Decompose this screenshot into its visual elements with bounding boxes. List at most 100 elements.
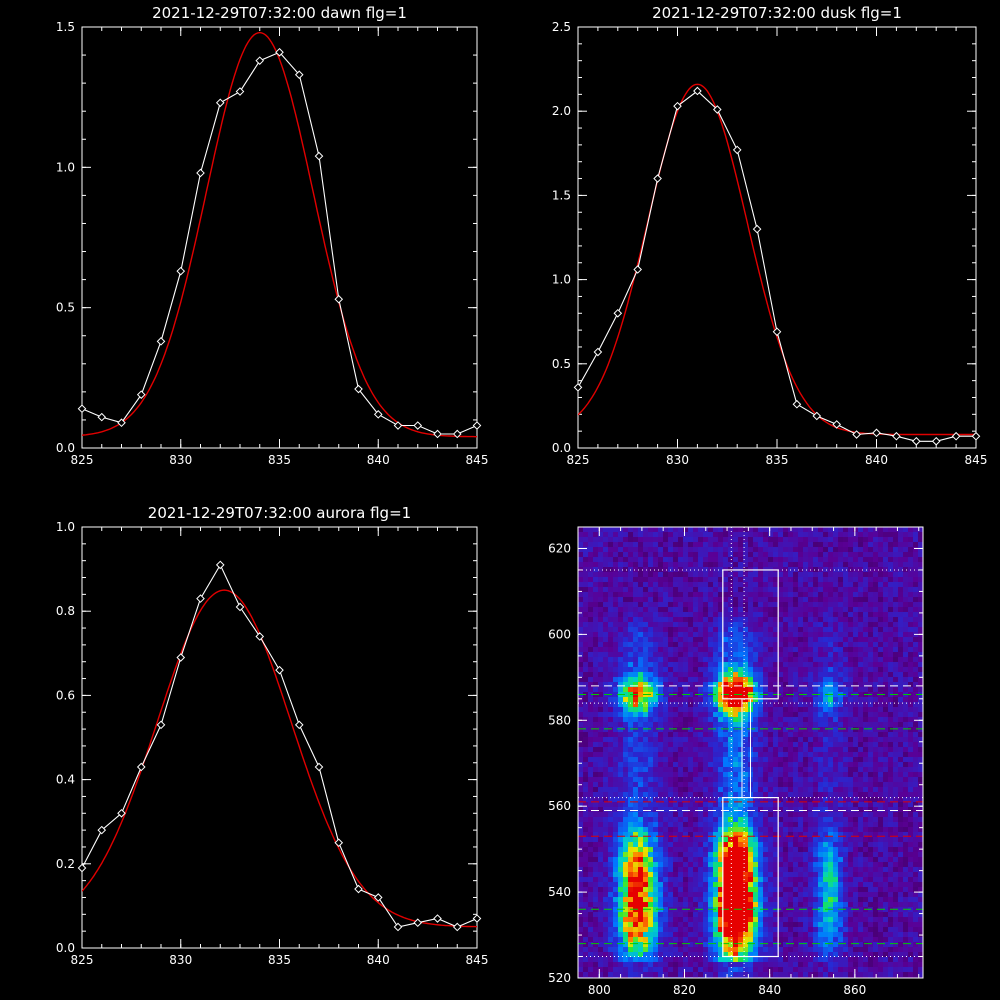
heatmap-cell [703, 722, 708, 727]
heatmap-cell [913, 547, 918, 552]
heatmap-cell [823, 657, 828, 662]
heatmap-cell [858, 732, 863, 737]
heatmap-cell [738, 827, 743, 832]
heatmap-cell [738, 552, 743, 557]
heatmap-cell [753, 662, 758, 667]
heatmap-cell [763, 547, 768, 552]
heatmap-cell [718, 552, 723, 557]
heatmap-cell [768, 537, 773, 542]
heatmap-cell [853, 782, 858, 787]
heatmap-cell [598, 682, 603, 687]
heatmap-cell [623, 622, 628, 627]
heatmap-cell [783, 802, 788, 807]
heatmap-cell [578, 712, 583, 717]
heatmap-cell [873, 797, 878, 802]
heatmap-cell [698, 677, 703, 682]
heatmap-cell [588, 572, 593, 577]
heatmap-cell [898, 747, 903, 752]
heatmap-cell [793, 637, 798, 642]
heatmap-cell [778, 722, 783, 727]
heatmap-cell [813, 547, 818, 552]
heatmap-cell [828, 697, 833, 702]
heatmap-cell [618, 632, 623, 637]
heatmap-cell [743, 807, 748, 812]
heatmap-cell [848, 677, 853, 682]
heatmap-cell [883, 747, 888, 752]
heatmap-cell [848, 682, 853, 687]
heatmap-cell [768, 657, 773, 662]
heatmap-cell [698, 672, 703, 677]
heatmap-cell [748, 672, 753, 677]
heatmap-cell [803, 627, 808, 632]
heatmap-cell [868, 822, 873, 827]
heatmap-cell [698, 582, 703, 587]
heatmap-cell [703, 592, 708, 597]
heatmap-cell [873, 822, 878, 827]
heatmap-cell [808, 842, 813, 847]
x-tick-label: 845 [466, 453, 489, 467]
heatmap-cell [813, 822, 818, 827]
heatmap-cell [708, 617, 713, 622]
heatmap-cell [688, 682, 693, 687]
heatmap-cell [833, 747, 838, 752]
heatmap-cell [608, 667, 613, 672]
heatmap-cell [798, 617, 803, 622]
heatmap-cell [653, 657, 658, 662]
heatmap-cell [868, 592, 873, 597]
heatmap-cell [693, 852, 698, 857]
heatmap-cell [833, 542, 838, 547]
heatmap-cell [808, 582, 813, 587]
data-point-marker [413, 918, 423, 928]
heatmap-cell [843, 797, 848, 802]
heatmap-cell [883, 622, 888, 627]
heatmap-cell [663, 567, 668, 572]
heatmap-cell [768, 607, 773, 612]
heatmap-cell [843, 657, 848, 662]
heatmap-cell [863, 757, 868, 762]
heatmap-cell [873, 807, 878, 812]
heatmap-cell [593, 542, 598, 547]
heatmap-cell [678, 577, 683, 582]
heatmap-cell [803, 747, 808, 752]
heatmap-cell [663, 827, 668, 832]
heatmap-cell [873, 622, 878, 627]
heatmap-cell [908, 747, 913, 752]
heatmap-cell [623, 712, 628, 717]
heatmap-cell [708, 742, 713, 747]
heatmap-cell [698, 562, 703, 567]
heatmap-cell [658, 737, 663, 742]
y-tick-label: 0.8 [56, 604, 75, 618]
heatmap-cell [608, 652, 613, 657]
heatmap-cell [603, 667, 608, 672]
heatmap-cell [748, 842, 753, 847]
heatmap-cell [648, 717, 653, 722]
heatmap-cell [853, 672, 858, 677]
heatmap-cell [823, 707, 828, 712]
heatmap-cell [593, 847, 598, 852]
heatmap-cell [828, 757, 833, 762]
heatmap-cell [918, 577, 923, 582]
heatmap-cell [698, 842, 703, 847]
heatmap-cell [678, 797, 683, 802]
heatmap-cell [783, 682, 788, 687]
heatmap-cell [578, 612, 583, 617]
heatmap-cell [868, 577, 873, 582]
heatmap-cell [803, 632, 808, 637]
heatmap-cell [718, 832, 723, 837]
heatmap-cell [763, 677, 768, 682]
heatmap-cell [813, 572, 818, 577]
heatmap-cell [893, 832, 898, 837]
heatmap-cell [643, 842, 648, 847]
heatmap-cell [888, 852, 893, 857]
heatmap-cell [713, 607, 718, 612]
heatmap-cell [688, 742, 693, 747]
heatmap-cell [733, 552, 738, 557]
heatmap-cell [683, 602, 688, 607]
heatmap-cell [638, 687, 643, 692]
heatmap-cell [598, 562, 603, 567]
heatmap-cell [788, 642, 793, 647]
data-point-marker [255, 56, 265, 65]
heatmap-cell [668, 697, 673, 702]
heatmap-cell [858, 622, 863, 627]
heatmap-cell [903, 657, 908, 662]
